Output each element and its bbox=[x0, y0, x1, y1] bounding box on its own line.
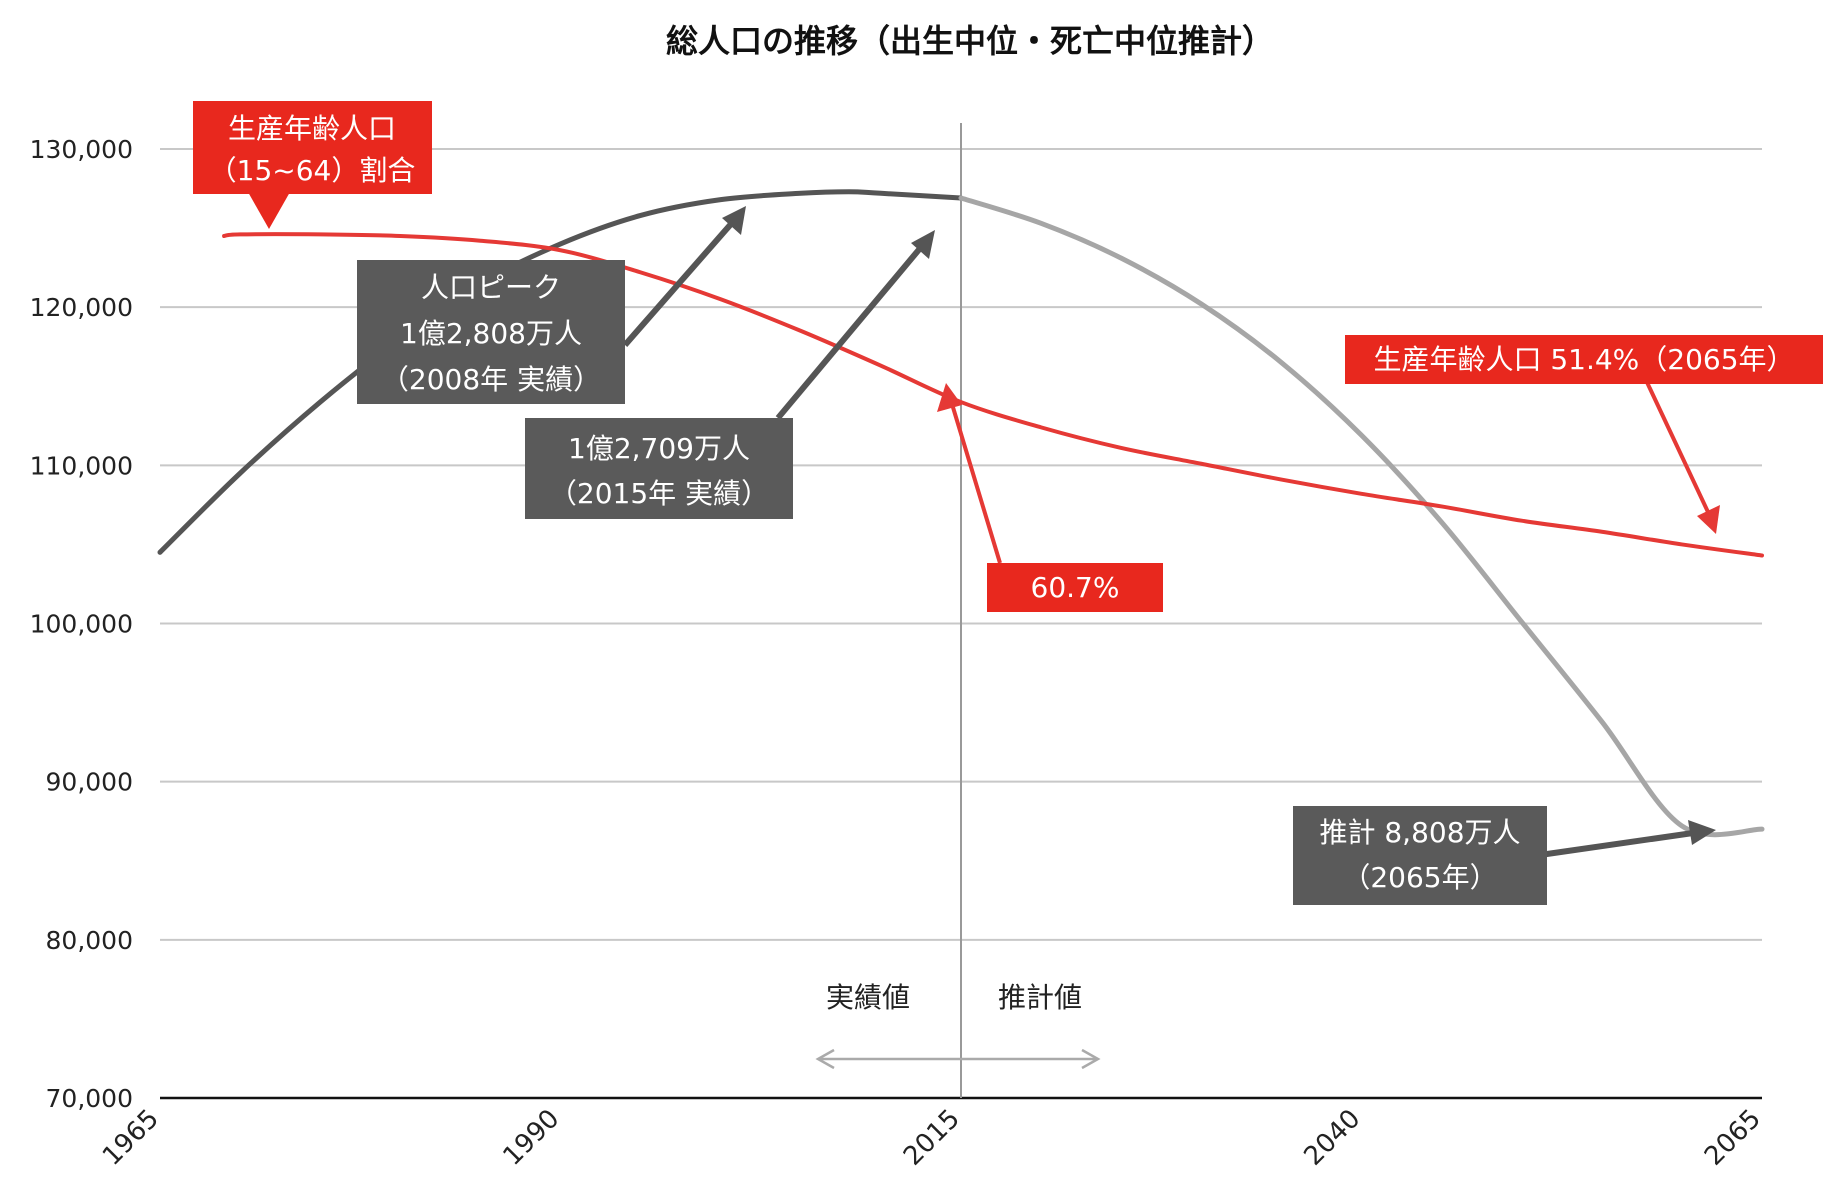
y2015-line2: （2015年 実績） bbox=[549, 477, 769, 510]
y2015-annotation: 1億2,709万人 （2015年 実績） bbox=[525, 418, 793, 519]
ratio-2065-arrowhead bbox=[1697, 505, 1720, 534]
y2015-arrow bbox=[775, 238, 930, 420]
estimate-arrowhead bbox=[1688, 820, 1716, 845]
estimate-line1: 推計 8,808万人 bbox=[1319, 816, 1520, 849]
ratio-2065-annotation: 生産年齢人口 51.4%（2065年） bbox=[1345, 335, 1823, 384]
peak-line3: （2008年 実績） bbox=[381, 363, 601, 396]
ratio-2065-arrow bbox=[1643, 377, 1710, 513]
actual-values-label: 実績値 bbox=[826, 981, 910, 1014]
total-population-actual-line bbox=[157, 189, 964, 555]
x-tick-label: 2040 bbox=[1298, 1104, 1366, 1172]
peak-line2: 1億2,808万人 bbox=[400, 317, 582, 350]
estimate-arrow bbox=[1539, 829, 1701, 858]
ratio-legend-line1: 生産年齢人口 bbox=[228, 112, 396, 145]
ratio-legend-line2: （15~64）割合 bbox=[209, 154, 416, 187]
series-lines bbox=[157, 189, 1765, 838]
y-tick-labels: 70,000 80,000 90,000 100,000 110,000 120,000 1… bbox=[30, 135, 133, 1113]
y-tick-label: 100,000 bbox=[30, 610, 133, 639]
ratio-legend-box: 生産年齢人口 （15~64）割合 bbox=[193, 101, 432, 229]
y-tick-label: 110,000 bbox=[30, 451, 133, 480]
estimate-line2: （2065年） bbox=[1342, 861, 1497, 894]
y-tick-label: 120,000 bbox=[30, 293, 133, 322]
ratio-2015-arrowhead bbox=[937, 383, 962, 412]
y-tick-label: 80,000 bbox=[46, 926, 133, 955]
projected-values-label: 推計値 bbox=[998, 981, 1082, 1014]
ratio-2065-value: 生産年齢人口 51.4%（2065年） bbox=[1373, 343, 1794, 376]
peak-arrowhead bbox=[722, 206, 746, 235]
total-population-projected-line bbox=[958, 195, 1765, 838]
annotation-arrows bbox=[622, 206, 1720, 858]
x-tick-label: 2015 bbox=[898, 1104, 966, 1172]
ratio-2015-arrow bbox=[950, 403, 1002, 564]
y-tick-label: 90,000 bbox=[46, 768, 133, 797]
y-tick-label: 70,000 bbox=[46, 1084, 133, 1113]
ratio-2015-value: 60.7% bbox=[1031, 571, 1120, 604]
x-tick-label: 1990 bbox=[497, 1104, 565, 1172]
period-arrow bbox=[815, 1048, 1101, 1070]
peak-arrow bbox=[622, 214, 741, 347]
y-tick-label: 130,000 bbox=[30, 135, 133, 164]
peak-line1: 人口ピーク bbox=[421, 271, 561, 304]
chart-title: 総人口の推移（出生中位・死亡中位推計） bbox=[666, 22, 1274, 60]
working-age-ratio-line bbox=[222, 232, 1764, 558]
y2015-line1: 1億2,709万人 bbox=[568, 432, 750, 465]
x-tick-labels: 1965 1990 2015 2040 2065 bbox=[97, 1104, 1767, 1172]
peak-annotation: 人口ピーク 1億2,808万人 （2008年 実績） bbox=[357, 260, 625, 404]
x-tick-label: 1965 bbox=[97, 1104, 165, 1172]
estimate-annotation: 推計 8,808万人 （2065年） bbox=[1293, 806, 1547, 905]
ratio-2015-annotation: 60.7% bbox=[987, 563, 1163, 612]
y2015-arrowhead bbox=[911, 230, 935, 259]
x-tick-label: 2065 bbox=[1699, 1104, 1767, 1172]
